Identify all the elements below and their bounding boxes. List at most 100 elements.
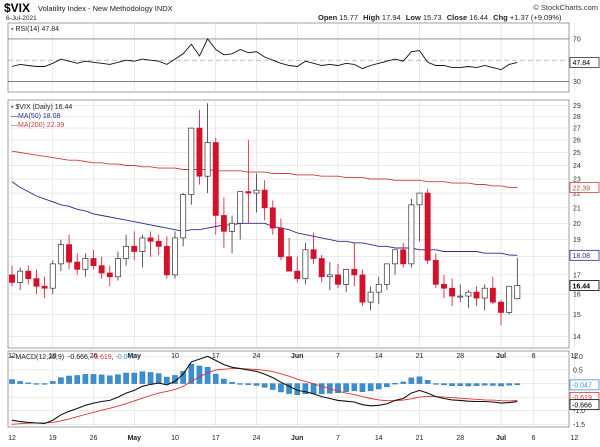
macd-histogram-bar [115,374,121,384]
candle-body [473,291,480,299]
quote-line: Open 15.77 High 17.94 Low 15.73 Close 16… [318,13,562,22]
ma200-line [11,150,518,188]
macd-histogram-bar [400,381,407,384]
rsi-badge-box [569,57,600,68]
price-badge-box [569,249,600,261]
candle-body [367,291,374,303]
candle-body [25,270,32,279]
macd-x-tick-label: 10 [171,435,179,442]
macd-y-tick-label: -1.0 [573,408,585,415]
macd-histogram-bar [229,382,235,384]
macd-histogram-bar [416,376,423,384]
macd-histogram-bar [433,383,439,385]
macd-y-tick-label: -1.5 [573,422,585,429]
macd-histogram-bar [204,367,211,384]
candle-body [49,263,56,289]
macd-histogram-bar [221,378,227,384]
candle-body [82,258,89,270]
macd-x-tick-label: 21 [416,435,424,442]
macd-histogram-bar [506,383,512,386]
candle-body [245,191,252,194]
candle-body [41,285,48,289]
candle-body [172,237,178,276]
macd-x-tick-label: 17 [212,435,220,442]
candle-body [139,237,146,252]
candle-body [351,268,358,276]
macd-histogram-bar [164,376,170,384]
macd-x-tick-label: 28 [456,435,464,442]
macd-histogram-bar [188,363,195,384]
candle-body [237,191,244,224]
price-x-tick-label: 17 [212,353,220,360]
price-y-tick-label: 20 [573,221,581,228]
price-x-tick-label: 19 [49,353,57,360]
candle-body [98,265,105,274]
macd-y-tick-label: 1.0 [573,354,583,361]
macd-histogram-bar [253,383,260,386]
macd-x-tick-label: 12 [8,435,16,442]
macd-legend: ▪ MACD(12,26,9) -0.666, -0.619, -0.047 [11,354,136,361]
candle-body [392,249,399,265]
macd-histogram-bar [318,383,325,395]
macd-histogram-bar [17,381,23,384]
price-badge-box [569,280,600,291]
macd-x-tick-label: 7 [336,435,340,442]
price-legend: ▪ $VIX (Daily) 16.44 [11,104,72,111]
price-y-tick-label: 25 [573,150,581,157]
price-y-tick-label: 26 [573,138,581,145]
macd-histogram-bar [131,372,138,384]
candle-body [343,268,350,285]
macd-histogram-bar [9,379,15,384]
macd-x-tick-label: 26 [90,435,98,442]
macd-histogram-bar [147,372,154,384]
rsi-y-tick-label: 70 [573,36,581,43]
candle-body [449,287,456,297]
price-panel [7,99,570,349]
candle-body [261,189,268,209]
macd-badge: -0.047 [572,383,592,390]
macd-histogram-bar [384,383,390,388]
macd-histogram-bar [270,383,276,390]
macd-histogram-bar [441,383,447,386]
candle-body [335,274,341,285]
rsi-badge: 47.84 [573,60,591,67]
macd-badge-box [569,399,600,411]
macd-histogram-bar [392,383,398,385]
candle-body [286,256,293,272]
price-x-tick-label: 28 [456,353,464,360]
macd-histogram-bar [335,383,341,394]
macd-histogram-bar [343,383,349,392]
price-y-tick-label: 17 [573,272,581,279]
macd-histogram-bar [302,383,309,395]
macd-histogram-bar [278,383,284,393]
price-y-tick-label: 24 [573,163,581,170]
candle-body [457,295,464,298]
macd-histogram-bar [465,383,472,387]
ma50-legend: —MA(50) 18.08 [11,113,61,120]
candle-body [188,127,195,195]
macd-histogram-bar [514,383,521,386]
price-y-tick-label: 16 [573,292,581,299]
macd-histogram-bar [359,383,366,392]
macd-x-tick-label: Jun [291,435,303,442]
macd-histogram-bar [123,372,129,384]
macd-histogram-bar [457,383,464,386]
macd-x-tick-label: Jul [496,435,506,442]
macd-histogram-bar [212,373,219,384]
price-y-tick-label: 19 [573,237,581,244]
candle-body [212,142,219,216]
candle-body [514,285,521,300]
price-x-tick-label: 10 [171,353,179,360]
ma200-legend: —MA(200) 22.39 [11,122,64,129]
candle-body [424,192,431,261]
macd-histogram-bar [155,373,162,384]
candle-body [66,244,72,263]
candle-body [204,142,211,177]
candle-body [294,270,301,279]
price-x-tick-label: 12 [8,353,16,360]
macd-histogram-bar [58,377,64,384]
candle-body [57,244,64,265]
price-badge: 22.39 [573,185,591,192]
candle-body [180,194,187,239]
